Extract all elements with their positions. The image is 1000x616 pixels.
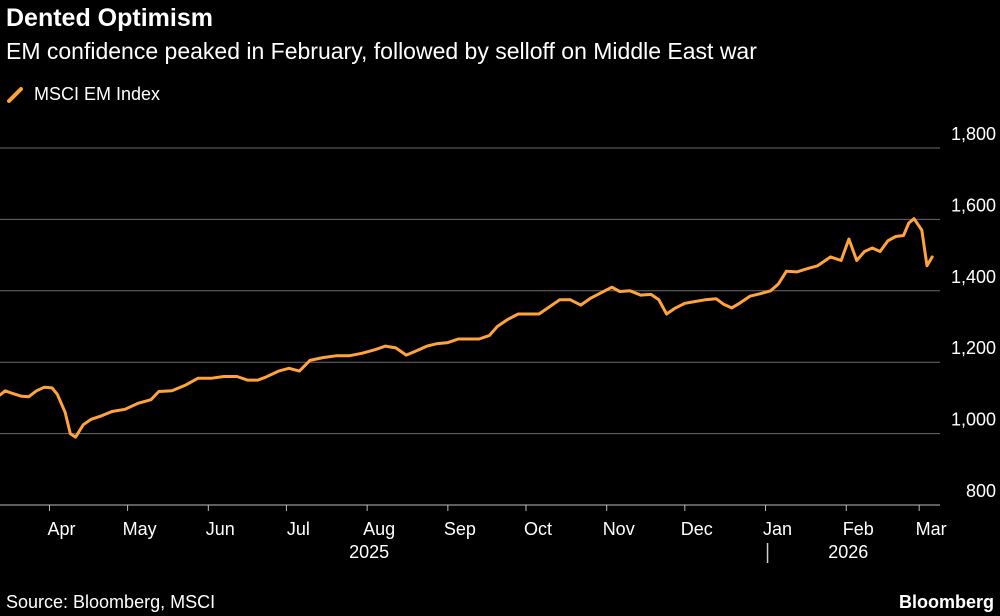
- y-tick-label: 800: [966, 481, 996, 501]
- x-tick-label: Mar: [916, 519, 947, 539]
- x-tick-label: Apr: [47, 519, 75, 539]
- legend: MSCI EM Index: [6, 84, 160, 105]
- chart-title: Dented Optimism: [6, 4, 213, 32]
- x-tick-label: May: [123, 519, 157, 539]
- x-tick-label: Nov: [603, 519, 635, 539]
- brand-logo: Bloomberg: [898, 592, 994, 612]
- legend-swatch-icon: [7, 86, 23, 103]
- x-tick-label: Sep: [444, 519, 476, 539]
- x-tick-label: Feb: [843, 519, 874, 539]
- x-tick-label: Oct: [524, 519, 552, 539]
- year-label: 2025: [349, 542, 389, 562]
- year-label: 2026: [828, 542, 868, 562]
- y-tick-label: 1,000: [951, 410, 996, 430]
- x-tick-label: Jul: [287, 519, 310, 539]
- x-tick-label: Dec: [681, 519, 713, 539]
- legend-label: MSCI EM Index: [34, 84, 161, 104]
- x-tick-label: Aug: [363, 519, 395, 539]
- series-line: [0, 217, 934, 439]
- y-tick-label: 1,600: [951, 195, 996, 215]
- y-tick-label: 1,400: [951, 267, 996, 287]
- x-tick-label: Jan: [763, 519, 792, 539]
- chart-subtitle: EM confidence peaked in February, follow…: [6, 38, 757, 64]
- y-tick-label: 1,200: [951, 338, 996, 358]
- source-note: Source: Bloomberg, MSCI: [6, 592, 216, 612]
- x-tick-label: Jun: [206, 519, 235, 539]
- y-tick-label: 1,800: [951, 124, 996, 144]
